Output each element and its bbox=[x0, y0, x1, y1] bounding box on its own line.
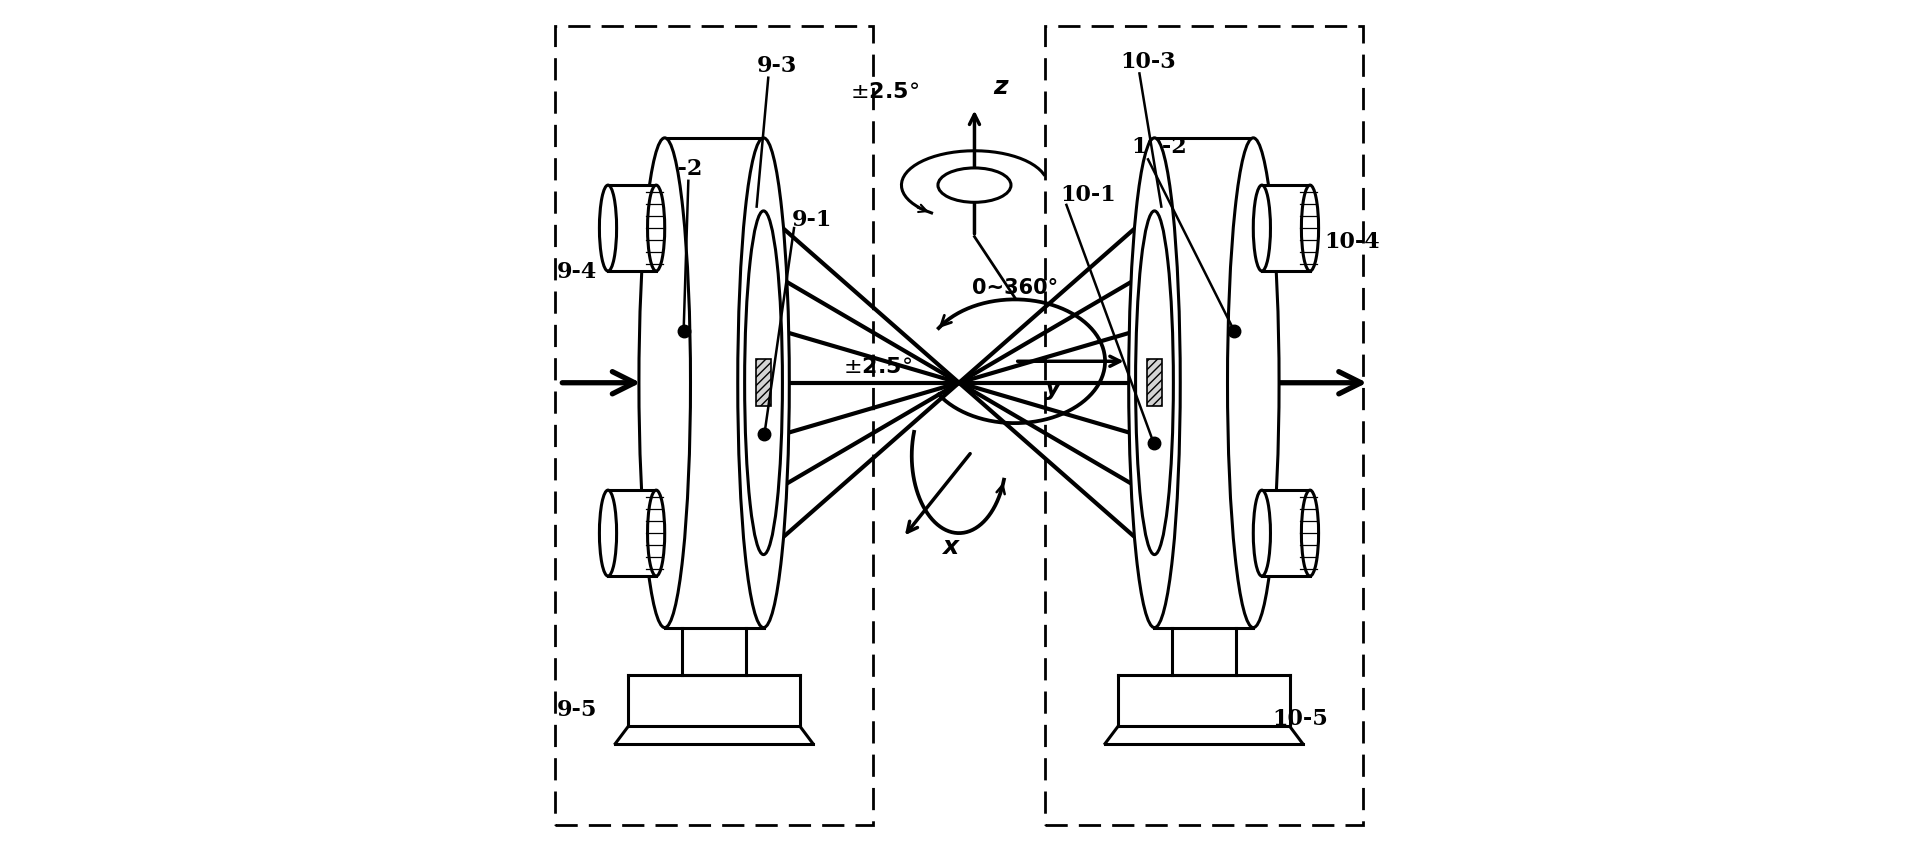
Text: 10-3: 10-3 bbox=[1120, 51, 1176, 72]
Text: z: z bbox=[994, 75, 1007, 99]
Ellipse shape bbox=[738, 139, 790, 628]
Text: 10-2: 10-2 bbox=[1132, 136, 1187, 158]
Ellipse shape bbox=[1302, 186, 1318, 272]
Ellipse shape bbox=[600, 186, 616, 272]
Text: 9-1: 9-1 bbox=[792, 209, 832, 232]
Ellipse shape bbox=[938, 169, 1011, 203]
Ellipse shape bbox=[1128, 139, 1180, 628]
Ellipse shape bbox=[639, 139, 690, 628]
Text: $\pm$2.5$\degree$: $\pm$2.5$\degree$ bbox=[842, 356, 911, 376]
Ellipse shape bbox=[648, 186, 666, 272]
Ellipse shape bbox=[1252, 186, 1270, 272]
Polygon shape bbox=[608, 186, 656, 272]
Text: 9-4: 9-4 bbox=[556, 261, 596, 282]
Ellipse shape bbox=[1228, 139, 1279, 628]
Polygon shape bbox=[1262, 186, 1310, 272]
Text: x: x bbox=[942, 535, 959, 558]
Text: 9-3: 9-3 bbox=[758, 55, 798, 77]
Polygon shape bbox=[608, 491, 656, 576]
Ellipse shape bbox=[648, 491, 666, 576]
Ellipse shape bbox=[1252, 491, 1270, 576]
Text: 9-2: 9-2 bbox=[662, 158, 702, 180]
Ellipse shape bbox=[1302, 491, 1318, 576]
Text: 10-5: 10-5 bbox=[1274, 707, 1329, 729]
Ellipse shape bbox=[600, 491, 616, 576]
Text: 0~360°: 0~360° bbox=[972, 278, 1059, 298]
Text: y: y bbox=[1045, 375, 1061, 400]
Bar bbox=[1147, 360, 1162, 407]
Ellipse shape bbox=[1135, 212, 1174, 555]
Bar bbox=[756, 360, 771, 407]
Text: 10-1: 10-1 bbox=[1061, 183, 1116, 206]
Text: $\pm$2.5$\degree$: $\pm$2.5$\degree$ bbox=[850, 82, 919, 102]
Text: 10-4: 10-4 bbox=[1323, 231, 1379, 252]
Polygon shape bbox=[1262, 491, 1310, 576]
Ellipse shape bbox=[744, 212, 783, 555]
Text: 9-5: 9-5 bbox=[556, 698, 596, 721]
